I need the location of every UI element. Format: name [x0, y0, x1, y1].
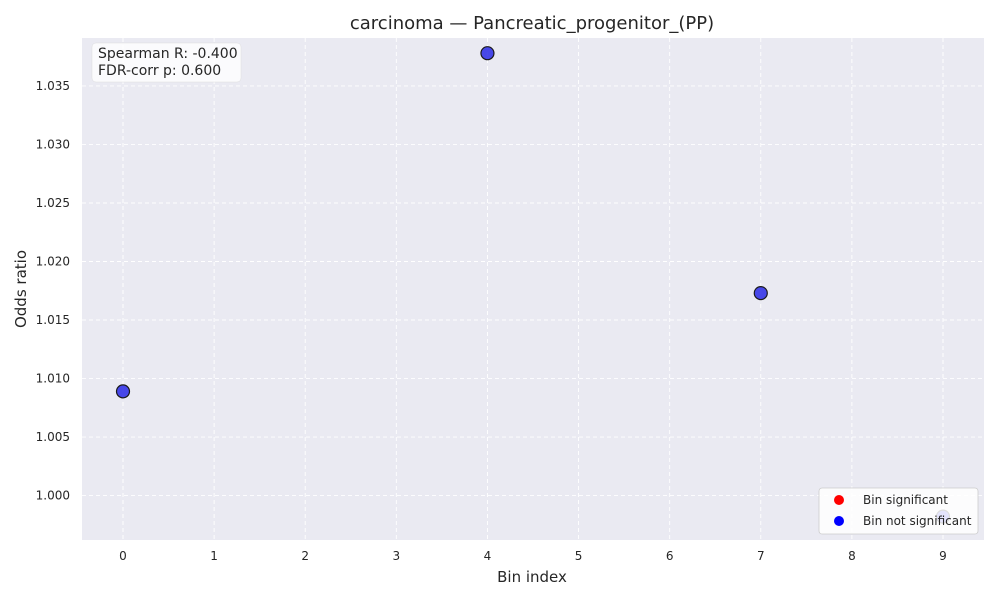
y-axis-label: Odds ratio	[12, 250, 30, 328]
grid-lines	[82, 38, 984, 540]
x-tick-labels: 0 1 2 3 4 5 6 7 8 9	[119, 549, 947, 563]
plot-area	[82, 38, 984, 540]
y-tick-labels: 1.000 1.005 1.010 1.015 1.020 1.025 1.030 1.035	[36, 79, 70, 503]
x-tick-label: 5	[575, 549, 583, 563]
y-tick-label: 1.035	[36, 79, 70, 93]
legend-marker-not-significant	[834, 516, 844, 526]
x-tick-label: 0	[119, 549, 127, 563]
legend-marker-significant	[834, 495, 844, 505]
data-point	[753, 285, 768, 301]
annotation-box	[91, 42, 242, 83]
y-tick-label: 1.030	[36, 137, 70, 151]
y-tick-label: 1.005	[36, 430, 70, 444]
data-point	[115, 384, 131, 399]
fdr-p-text: FDR-corr p: 0.600	[98, 63, 221, 79]
x-tick-label: 3	[393, 549, 401, 563]
y-tick-label: 1.010	[36, 372, 70, 386]
legend: Bin significant Bin not significant	[818, 487, 979, 535]
x-tick-label: 1	[210, 549, 218, 563]
x-tick-label: 8	[848, 549, 856, 563]
y-tick-label: 1.000	[36, 489, 70, 503]
x-tick-label: 9	[939, 549, 947, 563]
y-tick-label: 1.025	[36, 196, 70, 210]
x-tick-label: 4	[484, 549, 492, 563]
spearman-text: Spearman R: -0.400	[98, 46, 238, 62]
y-tick-label: 1.020	[36, 255, 70, 269]
y-tick-label: 1.015	[36, 313, 70, 327]
stats-annotation: Spearman R: -0.400 FDR-corr p: 0.600	[91, 42, 242, 83]
legend-label-not-significant: Bin not significant	[863, 514, 972, 528]
data-point	[480, 46, 495, 61]
x-tick-label: 7	[757, 549, 765, 563]
chart-title: carcinoma — Pancreatic_progenitor_(PP)	[350, 13, 714, 34]
x-tick-label: 2	[301, 549, 309, 563]
legend-box	[818, 487, 979, 535]
x-axis-label: Bin index	[497, 568, 567, 586]
x-tick-label: 6	[666, 549, 674, 563]
legend-label-significant: Bin significant	[863, 493, 948, 507]
